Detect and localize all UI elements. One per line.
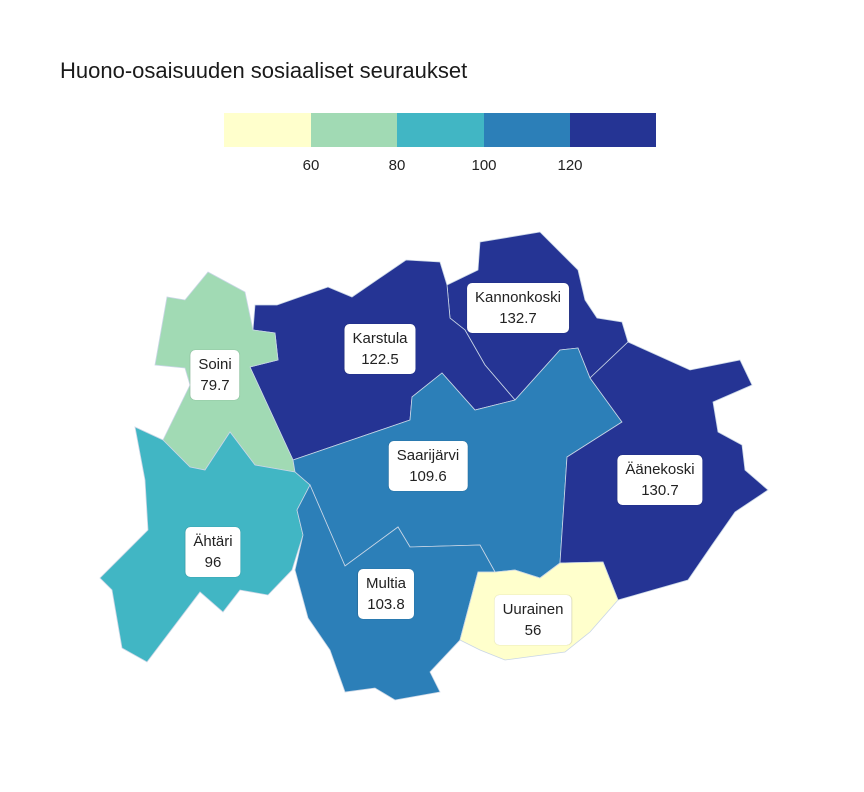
municipality-name: Ähtäri [193,533,233,550]
municipality-value: 132.7 [499,310,537,327]
label-multia: Multia 103.8 [357,569,415,619]
municipality-value: 109.6 [409,468,447,485]
legend-bin [570,113,656,147]
legend-bin [311,113,397,147]
municipality-name: Äänekoski [625,461,695,478]
municipality-value: 103.8 [367,596,405,613]
legend-bin [397,113,484,147]
legend-bin [224,113,311,147]
map-title: Huono-osaisuuden sosiaaliset seuraukset [60,58,468,83]
municipality-name: Kannonkoski [475,289,561,306]
municipality-value: 96 [204,554,222,571]
label-ahtari: Ähtäri 96 [185,527,241,577]
municipality-value: 79.7 [200,377,230,394]
label-saarijarvi: Saarijärvi 109.6 [388,441,468,491]
municipality-value: 56 [524,622,542,639]
label-karstula: Karstula 122.5 [344,324,416,374]
municipality-value: 130.7 [641,482,679,499]
municipality-name: Soini [198,356,232,373]
municipality-name: Saarijärvi [396,447,460,464]
legend-tick: 120 [557,157,583,174]
label-soini: Soini 79.7 [190,350,240,400]
label-kannonkoski: Kannonkoski 132.7 [467,283,569,333]
color-legend: 60 80 100 120 [224,113,656,174]
label-aanekoski: Äänekoski 130.7 [617,455,703,505]
legend-tick: 60 [302,157,320,174]
legend-tick: 80 [388,157,406,174]
legend-tick: 100 [471,157,497,174]
legend-bin [484,113,570,147]
municipality-value: 122.5 [361,351,399,368]
municipality-name: Multia [365,575,407,592]
label-uurainen: Uurainen 56 [494,595,572,645]
municipality-name: Karstula [352,330,408,347]
municipality-name: Uurainen [502,601,564,618]
